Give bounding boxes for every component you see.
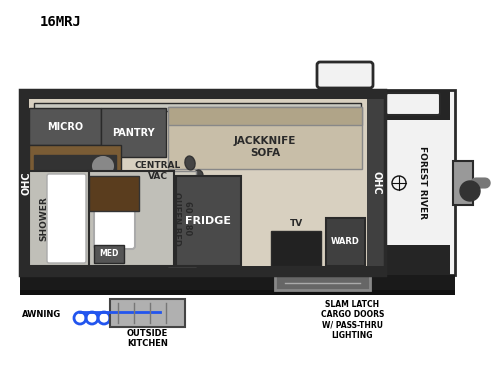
Text: OUTSIDE
KITCHEN: OUTSIDE KITCHEN	[127, 329, 168, 348]
Bar	[29, 90, 376, 99]
Bar	[29, 266, 376, 275]
Text: OHC: OHC	[371, 171, 381, 195]
Bar	[29, 171, 174, 266]
Bar	[168, 107, 362, 125]
Ellipse shape	[185, 156, 195, 170]
Bar	[271, 231, 321, 266]
Text: SHOWER: SHOWER	[40, 196, 48, 241]
Text: PANTRY: PANTRY	[112, 128, 155, 138]
Bar	[275, 275, 370, 290]
Bar	[176, 176, 241, 266]
Text: 16MRJ: 16MRJ	[40, 15, 82, 29]
Text: WARD: WARD	[331, 237, 360, 246]
Bar	[168, 107, 362, 169]
Text: TV: TV	[290, 219, 302, 228]
Text: SLAM LATCH
CARGO DOORS
W/ PASS-THRU
LIGHTING: SLAM LATCH CARGO DOORS W/ PASS-THRU LIGH…	[321, 300, 384, 340]
Bar	[385, 245, 450, 275]
Bar	[94, 245, 124, 263]
Bar	[34, 103, 361, 111]
FancyBboxPatch shape	[317, 62, 373, 88]
Bar	[385, 90, 450, 120]
FancyBboxPatch shape	[386, 93, 440, 115]
Bar	[34, 155, 116, 176]
Text: FRIDGE: FRIDGE	[186, 216, 232, 226]
Bar	[20, 90, 385, 275]
Bar	[20, 90, 385, 275]
Text: CENTRAL
VAC: CENTRAL VAC	[135, 161, 181, 181]
Bar	[367, 99, 385, 266]
Text: FOREST RIVER: FOREST RIVER	[418, 147, 426, 219]
Bar	[20, 275, 455, 290]
Bar	[20, 290, 455, 295]
Bar	[29, 99, 376, 266]
Text: OHC: OHC	[21, 171, 31, 195]
Ellipse shape	[193, 170, 203, 184]
Bar	[20, 90, 29, 275]
Bar	[89, 176, 139, 211]
Bar	[29, 108, 101, 145]
Text: MICRO: MICRO	[47, 122, 83, 132]
FancyBboxPatch shape	[94, 198, 135, 249]
Bar	[385, 90, 455, 275]
Text: JACKKNIFE
SOFA: JACKKNIFE SOFA	[234, 136, 296, 158]
Bar	[101, 108, 166, 157]
Text: AWNING: AWNING	[22, 310, 61, 319]
Circle shape	[460, 181, 480, 201]
Bar	[29, 145, 121, 186]
Bar	[168, 171, 196, 266]
Bar	[326, 218, 365, 266]
Text: 60 x 80
QUEEN BED: 60 x 80 QUEEN BED	[172, 192, 192, 246]
Bar	[110, 299, 185, 327]
Bar	[453, 161, 473, 205]
FancyBboxPatch shape	[47, 174, 86, 263]
Ellipse shape	[93, 157, 113, 175]
Text: MED: MED	[100, 249, 118, 258]
